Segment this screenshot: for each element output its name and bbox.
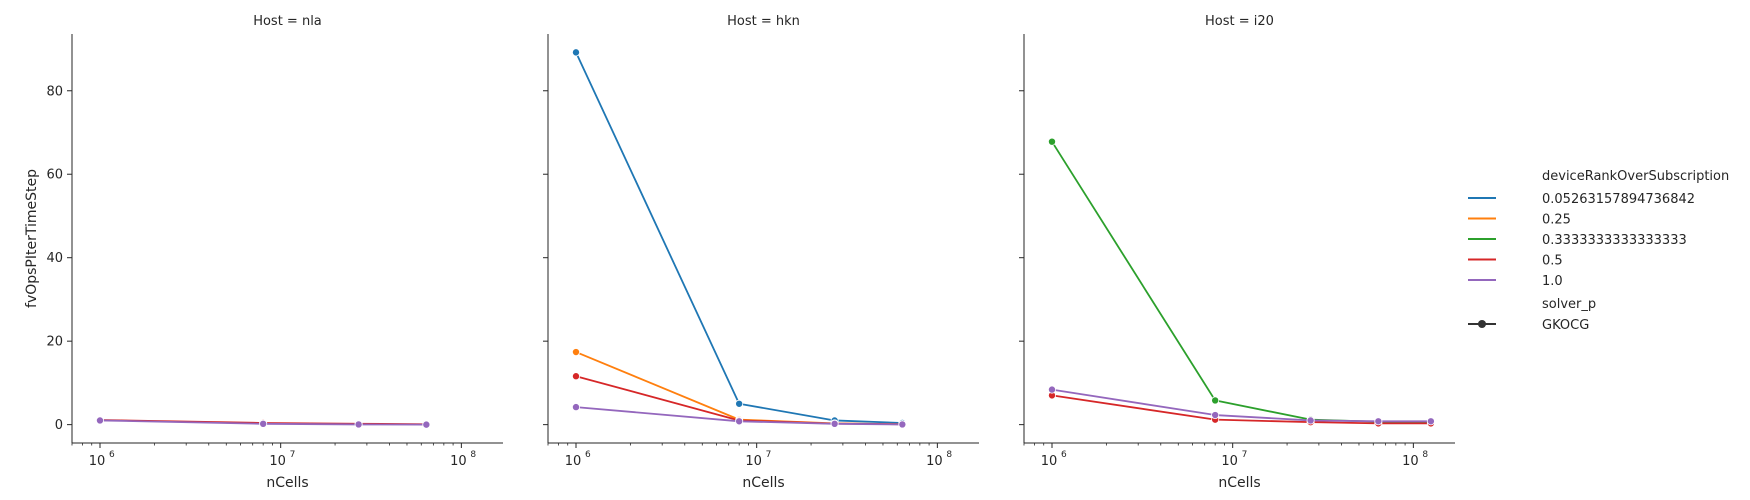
data-point bbox=[571, 48, 580, 57]
x-axis-title: nCells bbox=[742, 475, 784, 491]
x-tick-exponent: 8 bbox=[470, 450, 476, 460]
data-point bbox=[571, 403, 580, 412]
legend-style-title: solver_p bbox=[1542, 297, 1596, 312]
legend-label: 0.25 bbox=[1542, 213, 1571, 228]
panel-title: Host = i20 bbox=[1205, 14, 1274, 29]
data-point bbox=[735, 399, 744, 408]
series-line bbox=[1051, 394, 1431, 425]
x-tick-exponent: 7 bbox=[766, 450, 772, 460]
legend-style-items: GKOCG bbox=[1468, 318, 1589, 333]
series-line bbox=[1051, 141, 1431, 423]
series-line bbox=[575, 351, 903, 426]
data-point bbox=[830, 419, 839, 428]
panel-title: Host = nla bbox=[253, 14, 322, 29]
series-line bbox=[575, 406, 903, 426]
legend-hue-items: 0.05263157894736842 0.25 0.333333333333333… bbox=[1468, 192, 1695, 289]
legend-label: 0.3333333333333333 bbox=[1542, 233, 1687, 248]
x-tick-label: 10 bbox=[1221, 454, 1238, 469]
legend-item: 0.3333333333333333 bbox=[1468, 233, 1687, 248]
data-point bbox=[1306, 416, 1315, 425]
legend-label: 0.5 bbox=[1542, 254, 1563, 269]
x-axis-title: nCells bbox=[1218, 475, 1260, 491]
x-tick-exponent: 8 bbox=[946, 450, 952, 460]
series-0.3333333333333333 bbox=[1047, 137, 1435, 426]
data-point bbox=[571, 348, 580, 357]
data-point bbox=[1211, 411, 1220, 420]
data-point bbox=[735, 417, 744, 426]
data-point bbox=[1047, 385, 1056, 394]
legend-item: 1.0 bbox=[1468, 274, 1563, 289]
x-tick-label: 10 bbox=[565, 454, 582, 469]
legend-marker bbox=[1478, 320, 1486, 328]
series-0.05263157894736842 bbox=[571, 48, 907, 427]
panel-title: Host = hkn bbox=[727, 14, 800, 29]
y-tick-label: 80 bbox=[46, 84, 63, 99]
y-tick-label: 0 bbox=[55, 418, 63, 433]
x-tick-exponent: 8 bbox=[1422, 450, 1428, 460]
series-1.0 bbox=[1047, 385, 1435, 426]
y-tick-label: 60 bbox=[46, 168, 63, 183]
legend-item: 0.5 bbox=[1468, 254, 1563, 269]
x-tick-label: 10 bbox=[745, 454, 762, 469]
legend-item: 0.25 bbox=[1468, 213, 1571, 228]
data-point bbox=[571, 372, 580, 381]
data-point bbox=[1374, 417, 1383, 426]
legend-item: GKOCG bbox=[1468, 318, 1589, 333]
legend-label: 0.05263157894736842 bbox=[1542, 192, 1695, 207]
x-tick-exponent: 6 bbox=[109, 450, 115, 460]
x-tick-label: 10 bbox=[89, 454, 106, 469]
data-point bbox=[354, 420, 363, 429]
data-point bbox=[1426, 417, 1435, 426]
legend-label: 1.0 bbox=[1542, 274, 1563, 289]
y-tick-label: 20 bbox=[46, 335, 63, 350]
legend-item: 0.05263157894736842 bbox=[1468, 192, 1695, 207]
x-axis-title: nCells bbox=[266, 475, 308, 491]
data-point bbox=[422, 420, 431, 429]
series-line bbox=[575, 51, 903, 424]
x-tick-label: 10 bbox=[450, 454, 467, 469]
series-line bbox=[99, 419, 427, 426]
series-1.0 bbox=[571, 403, 907, 429]
legend-hue-title: deviceRankOverSubscription bbox=[1542, 169, 1729, 184]
x-tick-label: 10 bbox=[269, 454, 286, 469]
data-point bbox=[95, 416, 104, 425]
data-point bbox=[259, 419, 268, 428]
x-tick-exponent: 7 bbox=[1242, 450, 1248, 460]
legend-label: GKOCG bbox=[1542, 318, 1589, 333]
legend: deviceRankOverSubscription 0.05263157894… bbox=[1468, 169, 1729, 333]
series-1.0 bbox=[95, 416, 431, 429]
data-point bbox=[898, 420, 907, 429]
y-tick-label: 40 bbox=[46, 251, 63, 266]
x-tick-exponent: 6 bbox=[585, 450, 591, 460]
x-tick-exponent: 6 bbox=[1061, 450, 1067, 460]
y-axis-title: fvOpsPIterTimeStep bbox=[24, 169, 40, 308]
x-tick-label: 10 bbox=[1402, 454, 1419, 469]
x-tick-exponent: 7 bbox=[290, 450, 296, 460]
data-point bbox=[1047, 137, 1056, 146]
x-tick-label: 10 bbox=[1041, 454, 1058, 469]
data-point bbox=[1211, 396, 1220, 405]
x-tick-label: 10 bbox=[926, 454, 943, 469]
